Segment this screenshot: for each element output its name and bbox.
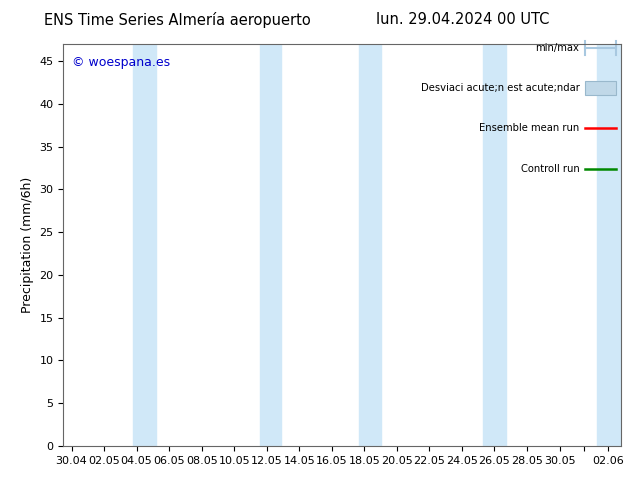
Text: © woespana.es: © woespana.es — [72, 56, 170, 69]
Bar — [483, 44, 506, 446]
Text: Ensemble mean run: Ensemble mean run — [479, 123, 579, 133]
Bar — [359, 44, 380, 446]
Text: Controll run: Controll run — [521, 164, 579, 173]
Text: Desviaci acute;n est acute;ndar: Desviaci acute;n est acute;ndar — [420, 83, 579, 93]
Text: ENS Time Series Almería aeropuerto: ENS Time Series Almería aeropuerto — [44, 12, 311, 28]
Text: min/max: min/max — [536, 43, 579, 53]
Y-axis label: Precipitation (mm/6h): Precipitation (mm/6h) — [21, 177, 34, 313]
Bar — [585, 81, 616, 96]
Text: lun. 29.04.2024 00 UTC: lun. 29.04.2024 00 UTC — [376, 12, 550, 27]
Bar — [133, 44, 156, 446]
Bar — [597, 44, 621, 446]
Bar — [260, 44, 281, 446]
